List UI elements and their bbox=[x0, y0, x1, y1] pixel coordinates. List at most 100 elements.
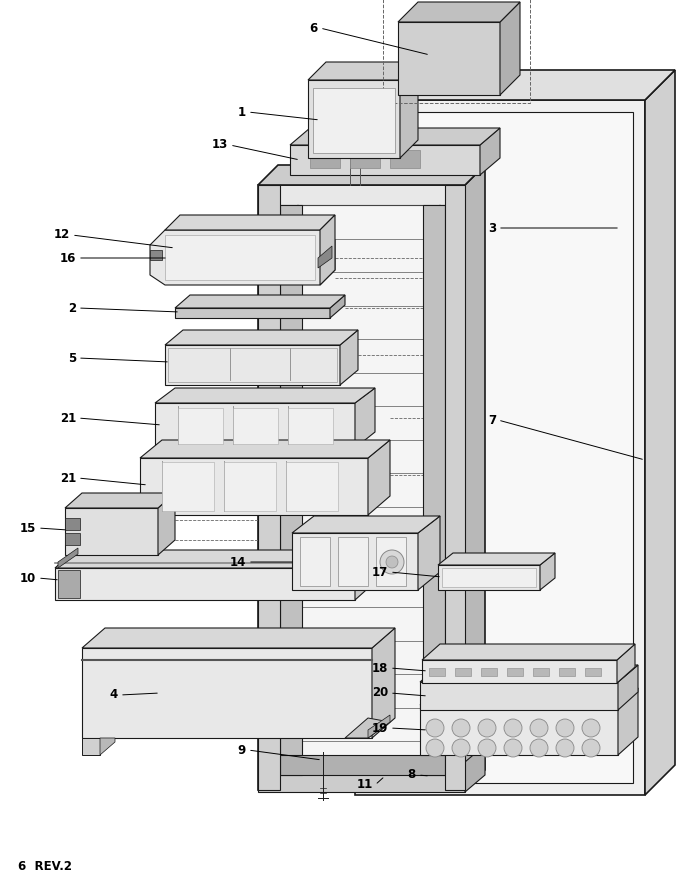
Polygon shape bbox=[338, 537, 368, 586]
Polygon shape bbox=[175, 295, 345, 308]
Text: 4: 4 bbox=[109, 689, 118, 701]
Polygon shape bbox=[280, 205, 302, 775]
Polygon shape bbox=[372, 628, 395, 738]
Polygon shape bbox=[65, 533, 80, 545]
Polygon shape bbox=[330, 295, 345, 318]
Text: 9: 9 bbox=[238, 743, 246, 756]
Polygon shape bbox=[313, 88, 395, 153]
Text: 8: 8 bbox=[408, 769, 416, 781]
Text: 5: 5 bbox=[68, 352, 76, 364]
Polygon shape bbox=[233, 408, 278, 444]
Polygon shape bbox=[82, 628, 395, 648]
Polygon shape bbox=[290, 145, 480, 175]
Polygon shape bbox=[224, 462, 276, 511]
Circle shape bbox=[530, 719, 548, 737]
Polygon shape bbox=[420, 705, 618, 755]
Text: 20: 20 bbox=[372, 686, 388, 699]
Polygon shape bbox=[82, 648, 372, 738]
Polygon shape bbox=[420, 682, 618, 710]
Polygon shape bbox=[355, 550, 375, 600]
Text: 10: 10 bbox=[20, 571, 36, 584]
Polygon shape bbox=[368, 715, 390, 738]
Text: 21: 21 bbox=[60, 412, 76, 424]
Polygon shape bbox=[280, 205, 445, 775]
Text: 21: 21 bbox=[60, 471, 76, 485]
Circle shape bbox=[478, 739, 496, 757]
Polygon shape bbox=[55, 550, 375, 568]
Polygon shape bbox=[455, 668, 471, 676]
Text: 7: 7 bbox=[488, 413, 496, 427]
Polygon shape bbox=[150, 230, 335, 285]
Polygon shape bbox=[65, 508, 158, 555]
Polygon shape bbox=[376, 537, 406, 586]
Polygon shape bbox=[398, 2, 520, 22]
Polygon shape bbox=[280, 755, 445, 775]
Circle shape bbox=[530, 739, 548, 757]
Polygon shape bbox=[318, 246, 332, 268]
Polygon shape bbox=[178, 408, 223, 444]
Text: 1: 1 bbox=[238, 105, 246, 119]
Polygon shape bbox=[540, 553, 555, 590]
Polygon shape bbox=[258, 762, 465, 792]
Circle shape bbox=[504, 739, 522, 757]
Polygon shape bbox=[65, 493, 175, 508]
Polygon shape bbox=[308, 80, 400, 158]
Polygon shape bbox=[645, 70, 675, 795]
Circle shape bbox=[386, 556, 398, 568]
Polygon shape bbox=[368, 440, 390, 515]
Circle shape bbox=[478, 719, 496, 737]
Text: 14: 14 bbox=[230, 555, 246, 568]
Polygon shape bbox=[292, 533, 418, 590]
Polygon shape bbox=[320, 215, 335, 285]
Polygon shape bbox=[442, 568, 536, 587]
Circle shape bbox=[452, 739, 470, 757]
Polygon shape bbox=[140, 458, 368, 515]
Polygon shape bbox=[82, 738, 100, 755]
Polygon shape bbox=[507, 668, 523, 676]
Polygon shape bbox=[58, 570, 80, 598]
Polygon shape bbox=[438, 565, 540, 590]
Polygon shape bbox=[618, 688, 638, 755]
Polygon shape bbox=[481, 668, 497, 676]
Polygon shape bbox=[420, 688, 638, 705]
Polygon shape bbox=[465, 165, 485, 790]
Polygon shape bbox=[429, 668, 445, 676]
Text: 18: 18 bbox=[372, 661, 388, 674]
Polygon shape bbox=[300, 537, 330, 586]
Text: 19: 19 bbox=[372, 722, 388, 734]
Circle shape bbox=[504, 719, 522, 737]
Polygon shape bbox=[58, 548, 78, 568]
Polygon shape bbox=[420, 665, 638, 682]
Text: 11: 11 bbox=[357, 779, 373, 791]
Polygon shape bbox=[258, 165, 485, 185]
Polygon shape bbox=[618, 665, 638, 710]
Circle shape bbox=[582, 719, 600, 737]
Circle shape bbox=[556, 739, 574, 757]
Polygon shape bbox=[345, 718, 390, 738]
Polygon shape bbox=[292, 516, 440, 533]
Polygon shape bbox=[100, 738, 115, 755]
Polygon shape bbox=[445, 185, 465, 790]
Polygon shape bbox=[175, 308, 330, 318]
Polygon shape bbox=[308, 62, 418, 80]
Text: 6  REV.2: 6 REV.2 bbox=[18, 860, 72, 873]
Polygon shape bbox=[258, 185, 465, 790]
Polygon shape bbox=[355, 70, 675, 100]
Circle shape bbox=[380, 550, 404, 574]
Polygon shape bbox=[533, 668, 549, 676]
Polygon shape bbox=[438, 553, 555, 565]
Polygon shape bbox=[286, 462, 338, 511]
Polygon shape bbox=[422, 660, 617, 683]
Circle shape bbox=[426, 719, 444, 737]
Polygon shape bbox=[617, 644, 635, 683]
Circle shape bbox=[556, 719, 574, 737]
Polygon shape bbox=[165, 215, 335, 230]
Text: 2: 2 bbox=[68, 301, 76, 315]
Text: 17: 17 bbox=[372, 566, 388, 578]
Polygon shape bbox=[390, 150, 420, 168]
Polygon shape bbox=[162, 462, 214, 511]
Text: 15: 15 bbox=[20, 521, 36, 535]
Polygon shape bbox=[158, 493, 175, 555]
Text: 6: 6 bbox=[310, 21, 318, 35]
Polygon shape bbox=[310, 150, 340, 168]
